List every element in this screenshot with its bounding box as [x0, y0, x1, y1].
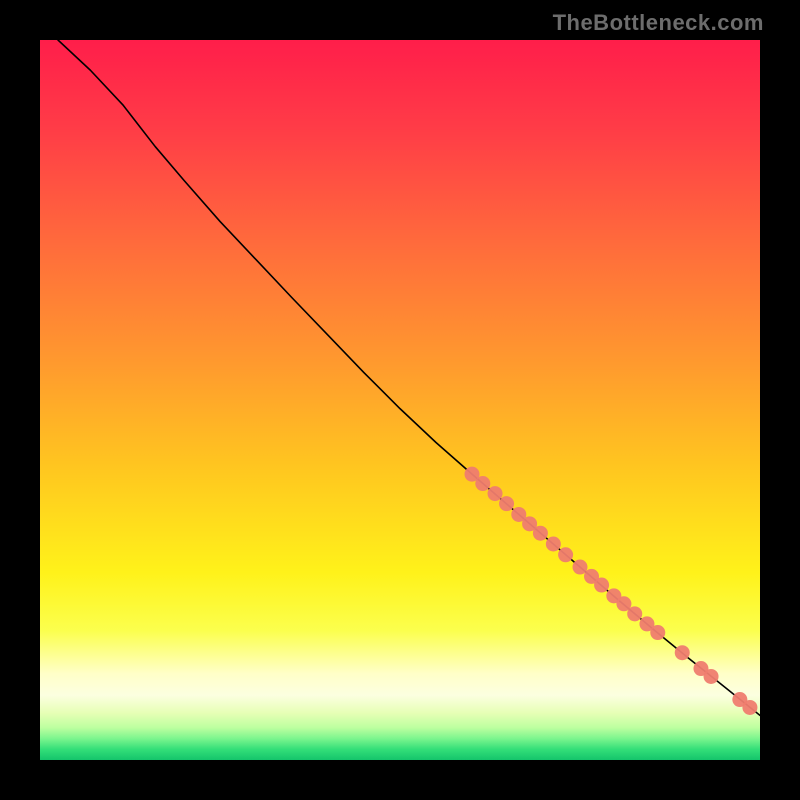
data-marker [675, 645, 690, 660]
chart-frame: TheBottleneck.com [0, 0, 800, 800]
data-marker [533, 526, 548, 541]
data-marker [704, 669, 719, 684]
data-marker [627, 606, 642, 621]
data-marker [742, 700, 757, 715]
data-marker [488, 486, 503, 501]
data-marker [558, 547, 573, 562]
chart-svg [40, 40, 760, 760]
plot-area [40, 40, 760, 760]
data-marker [546, 537, 561, 552]
data-marker [594, 578, 609, 593]
data-marker [650, 625, 665, 640]
gradient-background [40, 40, 760, 760]
data-marker [475, 476, 490, 491]
data-marker [499, 496, 514, 511]
watermark-text: TheBottleneck.com [553, 10, 764, 36]
